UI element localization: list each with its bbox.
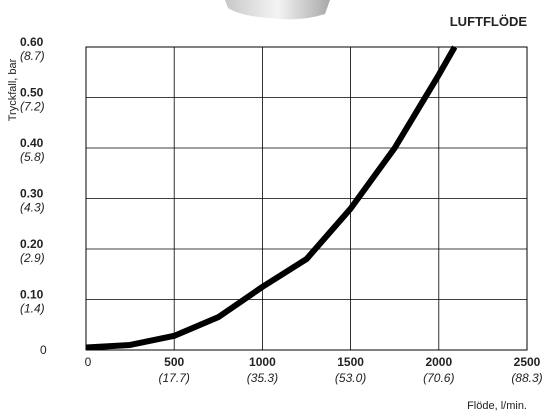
product-image xyxy=(225,0,330,20)
y-tick-label: 0.50 xyxy=(20,86,44,100)
y-tick-label: 0.10 xyxy=(20,288,44,302)
x-tick-label: 1000 xyxy=(249,355,276,369)
y-axis-label: Tryckfall, bar xyxy=(7,58,19,121)
x-tick-sublabel: (35.3) xyxy=(247,371,278,385)
y-tick-sublabel: (7.2) xyxy=(20,100,45,114)
x-tick-label: 1500 xyxy=(337,355,364,369)
y-tick-sublabel: (5.8) xyxy=(20,150,45,164)
y-tick-label: 0.60 xyxy=(20,35,44,49)
x-tick-sublabel: (70.6) xyxy=(423,371,454,385)
y-tick-sublabel: (8.7) xyxy=(20,49,45,63)
x-tick-label: 2000 xyxy=(425,355,452,369)
y-tick-label: 0.30 xyxy=(20,187,44,201)
y-tick-label: 0.20 xyxy=(20,237,44,251)
y-tick-sublabel: (1.4) xyxy=(20,302,45,316)
chart-title: LUFTFLÖDE xyxy=(450,14,528,29)
x-tick-label: 0 xyxy=(85,355,92,369)
x-tick-sublabel: (88.3) xyxy=(511,371,542,385)
plot-frame xyxy=(85,46,528,351)
x-tick-label: 2500 xyxy=(514,355,541,369)
x-tick-sublabel: (17.7) xyxy=(159,371,190,385)
y-tick-sublabel: (4.3) xyxy=(20,201,45,215)
x-axis-label: Flöde, l/min. xyxy=(467,400,527,412)
x-tick-sublabel: (53.0) xyxy=(335,371,366,385)
y-tick-label: 0 xyxy=(40,343,47,357)
data-line xyxy=(85,45,458,351)
y-tick-label: 0.40 xyxy=(20,136,44,150)
y-tick-sublabel: (2.9) xyxy=(20,251,45,265)
x-tick-label: 500 xyxy=(164,355,184,369)
